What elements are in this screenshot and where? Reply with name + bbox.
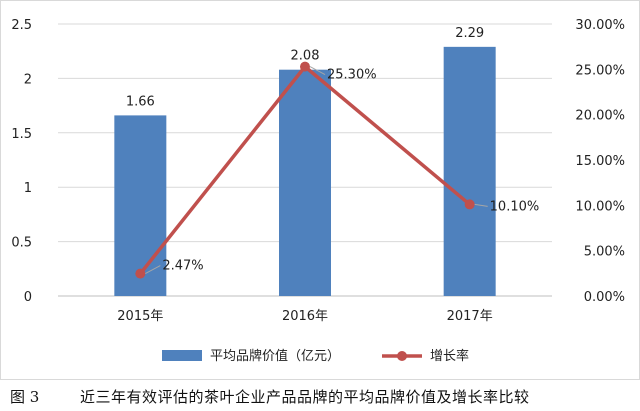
line-data-label: 10.10% — [490, 199, 540, 214]
legend: 平均品牌价值（亿元） 增长率 — [162, 348, 469, 364]
y-right-tick-label: 25.00% — [575, 63, 625, 78]
y-right-tick-label: 20.00% — [575, 109, 625, 124]
y-right-tick-label: 5.00% — [584, 245, 625, 260]
x-tick-label: 2016年 — [282, 309, 328, 324]
legend-bar-swatch — [162, 350, 202, 361]
legend-line-marker — [397, 351, 407, 361]
x-tick-label: 2015年 — [117, 309, 163, 324]
left-axis-ticks: 0 0.5 1 1.5 2 2.5 — [11, 18, 32, 305]
line-point — [300, 61, 310, 72]
figure-number: 图 3 — [10, 387, 40, 406]
legend-bar-label: 平均品牌价值（亿元） — [210, 348, 340, 364]
y-left-tick-label: 2 — [24, 72, 32, 87]
legend-line-label: 增长率 — [430, 348, 469, 364]
leader-line — [474, 203, 488, 207]
y-left-tick-label: 2.5 — [11, 18, 32, 33]
leader-line — [309, 66, 326, 76]
y-right-tick-label: 0.00% — [584, 290, 625, 305]
combo-chart: 0 0.5 1 1.5 2 2.5 0.00% 5.00% 10.00% 15.00% 20.00… — [11, 18, 625, 364]
line-series — [135, 61, 475, 279]
y-left-tick-label: 0.5 — [11, 236, 32, 251]
figure-caption: 图 3 近三年有效评估的茶叶企业产品品牌的平均品牌价值及增长率比较 — [0, 384, 640, 408]
y-right-tick-label: 30.00% — [575, 18, 625, 33]
line-point — [464, 199, 475, 210]
line-point — [135, 268, 146, 279]
y-right-tick-label: 15.00% — [575, 154, 625, 169]
x-axis-ticks: 2015年 2016年 2017年 — [117, 309, 492, 324]
line-data-label: 25.30% — [327, 68, 377, 83]
data-labels: 1.66 2.08 2.29 2.47% 25.30% 10.10% — [126, 26, 540, 275]
y-right-tick-label: 10.00% — [575, 199, 625, 214]
line-data-label: 2.47% — [162, 259, 203, 274]
bar-data-label: 2.29 — [455, 26, 484, 41]
x-tick-label: 2017年 — [447, 309, 493, 324]
bar-data-label: 1.66 — [126, 94, 155, 109]
bar-data-label: 2.08 — [291, 49, 320, 64]
bar-series — [114, 46, 496, 297]
bar — [114, 115, 167, 296]
figure-caption-text: 近三年有效评估的茶叶企业产品品牌的平均品牌价值及增长率比较 — [80, 387, 530, 406]
y-left-tick-label: 1.5 — [11, 127, 32, 142]
bar — [279, 69, 331, 296]
y-left-tick-label: 0 — [24, 290, 32, 305]
leader-line — [145, 265, 161, 275]
y-left-tick-label: 1 — [24, 181, 32, 196]
bar — [443, 46, 496, 297]
right-axis-ticks: 0.00% 5.00% 10.00% 15.00% 20.00% 25.00% 30.00% — [575, 18, 625, 305]
